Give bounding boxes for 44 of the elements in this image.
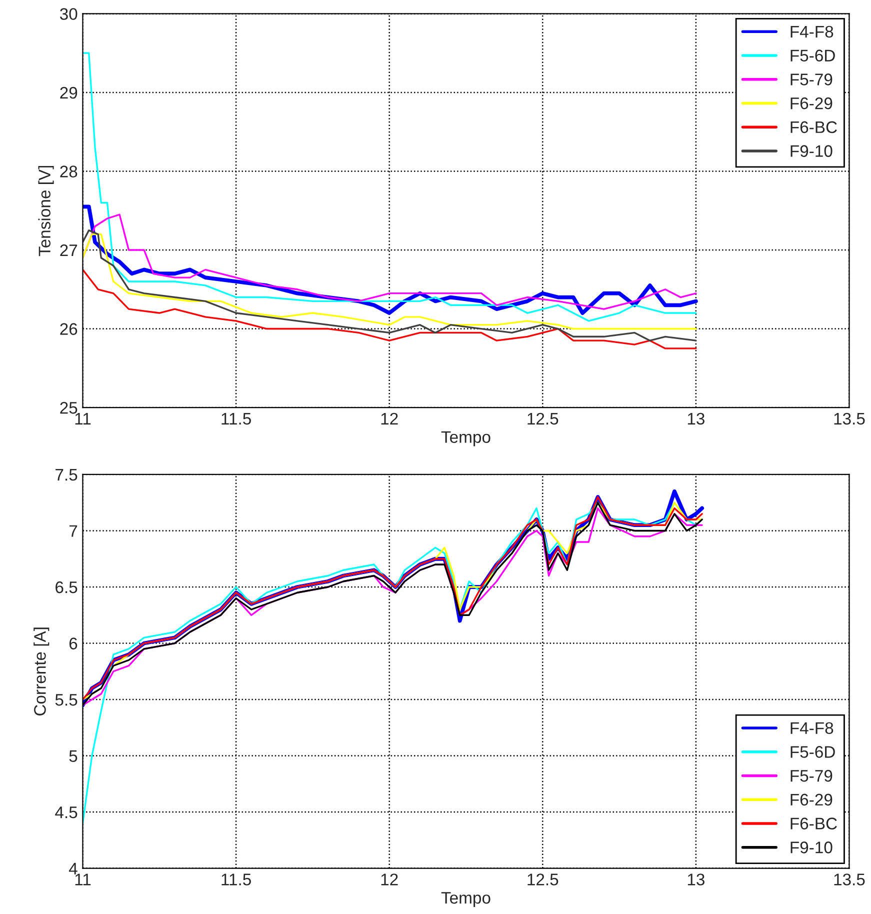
y-tick-label: 30 — [60, 8, 78, 20]
legend-label: F5-79 — [790, 770, 832, 782]
x-tick-label: 13.5 — [834, 412, 865, 425]
y-tick-label: 7 — [69, 525, 78, 537]
y-tick-label: 5.5 — [55, 694, 78, 706]
x-tick-label: 11 — [75, 874, 91, 886]
y-tick-label: 4 — [69, 862, 78, 874]
legend-label: F6-29 — [790, 794, 832, 806]
x-tick-label: 12.5 — [528, 874, 558, 886]
x-tick-label: 13 — [688, 412, 704, 425]
line-series — [82, 52, 697, 322]
legend-label: F6-BC — [790, 121, 837, 134]
y-tick-label: 26 — [60, 323, 78, 335]
x-tick-label: 11 — [75, 413, 91, 424]
legend-label: F4-F8 — [790, 722, 834, 734]
x-tick-label: 12.5 — [528, 412, 558, 425]
y-tick-label: 4.5 — [55, 806, 78, 818]
x-axis-title: Tempo — [441, 431, 490, 446]
y-axis-title: Corrente [A] — [34, 628, 50, 716]
legend-label: F5-6D — [790, 50, 835, 62]
x-tick-label: 13 — [688, 874, 704, 886]
legend-label: F6-29 — [790, 97, 832, 110]
x-tick-label: 11.5 — [222, 413, 251, 425]
x-tick-label: 12 — [381, 412, 398, 424]
legend-label: F4-F8 — [790, 26, 834, 38]
y-tick-label: 28 — [60, 166, 78, 178]
y-tick-label: 6.5 — [56, 581, 78, 594]
x-tick-label: 11.5 — [222, 874, 251, 886]
y-axis-title: Tensione [V] — [38, 166, 54, 256]
y-tick-label: 27 — [60, 244, 78, 256]
y-tick-label: 7.5 — [56, 469, 78, 481]
legend-label: F5-79 — [790, 74, 832, 86]
legend-label: F5-6D — [790, 746, 835, 758]
legend-label: F6-BC — [790, 818, 837, 830]
legend-label: F9-10 — [790, 145, 832, 157]
y-tick-label: 6 — [69, 638, 78, 650]
x-axis-title: Tempo — [441, 892, 490, 908]
legend-label: F9-10 — [790, 842, 832, 854]
x-tick-label: 13.5 — [834, 874, 865, 886]
line-series — [82, 268, 697, 350]
y-tick-label: 29 — [60, 86, 78, 99]
y-tick-label: 25 — [60, 402, 78, 414]
x-tick-label: 12 — [381, 874, 398, 886]
y-tick-label: 5 — [69, 750, 78, 762]
